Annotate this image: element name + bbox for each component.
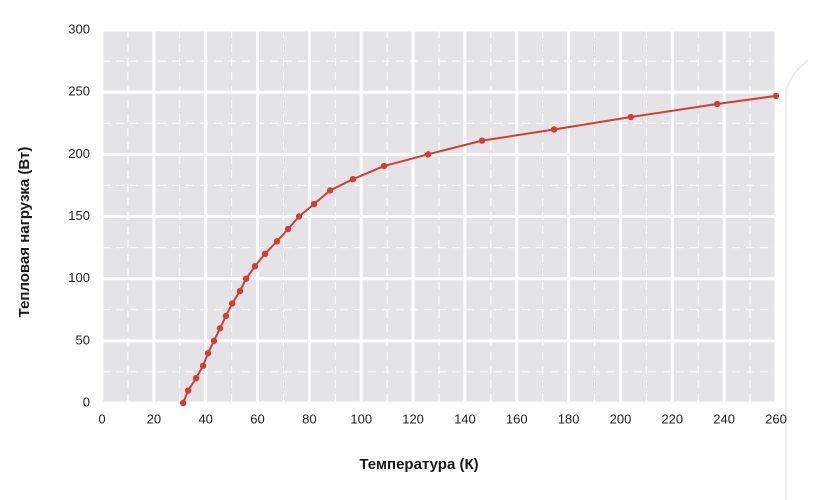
data-point xyxy=(284,225,292,233)
data-point xyxy=(550,126,558,133)
x-tick-label: 260 xyxy=(765,411,787,426)
data-point xyxy=(478,137,486,144)
x-tick-label: 40 xyxy=(198,411,212,426)
decoration xyxy=(785,59,809,500)
data-point xyxy=(192,374,200,382)
x-tick-label: 60 xyxy=(250,411,264,426)
x-tick-label: 220 xyxy=(661,411,683,426)
data-point xyxy=(713,100,721,108)
data-point xyxy=(261,250,269,257)
y-tick-label: 150 xyxy=(68,208,90,223)
y-tick-label: 250 xyxy=(68,84,90,99)
data-point xyxy=(199,362,207,369)
data-point xyxy=(242,275,250,282)
x-tick-label: 100 xyxy=(350,411,372,426)
data-point xyxy=(772,92,780,100)
x-tick-label: 20 xyxy=(147,411,161,426)
y-tick-label: 100 xyxy=(68,270,90,285)
x-axis-title: Температура (К) xyxy=(359,456,478,473)
x-tick-label: 240 xyxy=(713,411,735,426)
data-point xyxy=(251,263,259,270)
data-point xyxy=(222,312,230,320)
data-point xyxy=(236,287,244,295)
x-tick-label: 140 xyxy=(454,411,476,426)
y-tick-label: 0 xyxy=(83,394,90,409)
y-axis-title: Тепловая нагрузка (Вт) xyxy=(16,147,33,318)
data-point xyxy=(216,325,224,332)
x-tick-label: 160 xyxy=(506,411,528,426)
data-point xyxy=(184,387,192,394)
data-point xyxy=(380,162,388,170)
data-point xyxy=(310,200,318,208)
data-point xyxy=(295,213,303,220)
data-point xyxy=(228,300,236,307)
data-point xyxy=(210,337,218,345)
y-tick-label: 300 xyxy=(68,21,90,36)
data-point xyxy=(179,399,187,407)
y-tick-label: 50 xyxy=(76,332,90,347)
x-tick-label: 180 xyxy=(558,411,580,426)
x-tick-label: 120 xyxy=(402,411,424,426)
x-tick-label: 80 xyxy=(302,411,316,426)
y-tick-label: 200 xyxy=(68,146,90,161)
x-tick-label: 200 xyxy=(610,411,632,426)
data-point xyxy=(424,151,432,158)
x-tick-label: 0 xyxy=(98,411,105,426)
data-point xyxy=(273,238,281,245)
data-point xyxy=(349,176,357,183)
data-point xyxy=(326,187,334,194)
data-point xyxy=(627,113,635,121)
data-point xyxy=(204,350,212,357)
